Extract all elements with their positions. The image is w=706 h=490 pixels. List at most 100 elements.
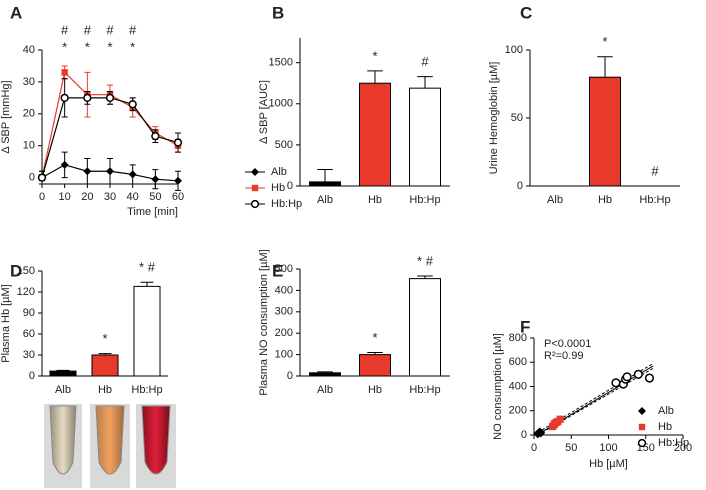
bar [309, 181, 341, 187]
x-tick-label: Alb [547, 194, 563, 206]
y-tick-label: 0 [287, 370, 293, 382]
marker [128, 170, 137, 179]
x-tick-label: Hb:Hp [409, 384, 440, 396]
marker [556, 415, 564, 423]
significance: * [102, 331, 107, 346]
y-tick-label: 500 [275, 263, 293, 275]
y-tick-label: 60 [23, 328, 35, 340]
y-tick-label: 0 [521, 429, 527, 441]
x-tick-label: 10 [59, 191, 71, 203]
marker [633, 369, 643, 379]
x-tick-label: Hb [98, 384, 112, 396]
x-tick-label: Hb [598, 194, 612, 206]
x-tick-label: Hb [368, 194, 382, 206]
marker [536, 428, 546, 438]
x-tick-label: Alb [317, 194, 333, 206]
annotation: P<0.0001 [544, 338, 591, 350]
marker [60, 93, 69, 103]
significance: * [85, 39, 90, 54]
significance: * [62, 39, 67, 54]
marker [251, 168, 259, 176]
panel-label: B [272, 3, 284, 22]
error-bar [597, 56, 613, 78]
marker [128, 100, 137, 109]
marker [251, 184, 259, 192]
y-axis-label: Plasma Hb [µM] [0, 284, 12, 362]
marker [37, 173, 47, 182]
y-tick-label: 20 [23, 108, 35, 120]
marker [83, 93, 92, 103]
marker [250, 199, 260, 209]
x-tick-label: Hb:Hp [409, 194, 440, 206]
marker [173, 138, 183, 147]
significance: * # [417, 253, 434, 268]
y-tick-label: 50 [511, 112, 523, 124]
y-tick-label: 500 [275, 139, 293, 151]
marker [644, 373, 655, 383]
legend-label: Hb [658, 421, 672, 433]
panel-label: F [520, 317, 530, 336]
x-tick-label: 100 [599, 442, 617, 454]
x-tick-label: 60 [172, 191, 184, 203]
y-tick-label: 1500 [269, 57, 293, 69]
significance: * [372, 48, 377, 63]
y-tick-label: 30 [23, 349, 35, 361]
x-tick-label: 50 [565, 442, 577, 454]
significance: # [421, 54, 429, 69]
legend-label: Alb [271, 166, 287, 178]
legend-label: Hb:Hp [658, 437, 689, 449]
y-tick-label: 400 [275, 284, 293, 296]
annotation: R²=0.99 [544, 350, 583, 362]
y-tick-label: 0 [29, 172, 35, 184]
x-tick-label: Hb:Hp [131, 384, 162, 396]
y-tick-label: 100 [275, 349, 293, 361]
y-tick-label: 600 [509, 356, 527, 368]
tube [141, 405, 171, 475]
x-tick-label: 50 [149, 191, 161, 203]
y-tick-label: 100 [505, 44, 523, 56]
marker [611, 378, 621, 388]
x-tick-label: 20 [81, 191, 93, 203]
significance: * [372, 330, 377, 345]
y-tick-label: 200 [275, 327, 293, 339]
marker [61, 69, 68, 76]
sample-tubes [44, 404, 176, 488]
x-tick-label: Alb [317, 384, 333, 396]
y-tick-label: 300 [275, 306, 293, 318]
significance: # [61, 22, 69, 37]
y-tick-label: 0 [287, 180, 293, 192]
error-bar [140, 281, 154, 287]
y-axis-label: Plasma NO consumption [µM] [258, 249, 270, 395]
y-tick-label: 200 [509, 405, 527, 417]
x-tick-label: Hb [368, 384, 382, 396]
x-tick-label: Hb:Hp [639, 194, 670, 206]
error-bar [317, 169, 333, 182]
error-bar [367, 70, 383, 84]
y-tick-label: 150 [17, 265, 35, 277]
bar [359, 82, 391, 187]
y-axis-label: Δ SBP [mmHg] [0, 80, 12, 153]
marker [105, 93, 115, 103]
y-tick-label: 10 [23, 140, 35, 152]
x-axis-label: Hb [µM] [589, 458, 628, 470]
bar [91, 354, 119, 377]
marker [151, 131, 160, 141]
marker [106, 167, 114, 176]
y-tick-label: 90 [23, 307, 35, 319]
panel-label: D [10, 261, 22, 280]
y-tick-label: 800 [509, 332, 527, 344]
significance: # [651, 163, 659, 178]
error-bar [417, 76, 433, 89]
y-axis-label: Urine Hemoglobin [µM] [488, 62, 500, 175]
significance: # [129, 22, 137, 37]
y-axis-label: Δ SBP [AUC] [258, 80, 270, 144]
significance: # [84, 22, 92, 37]
y-tick-label: 30 [23, 76, 35, 88]
bar [49, 370, 77, 377]
bar [409, 87, 441, 187]
marker [638, 423, 646, 431]
tube [95, 405, 125, 475]
marker [60, 160, 69, 169]
